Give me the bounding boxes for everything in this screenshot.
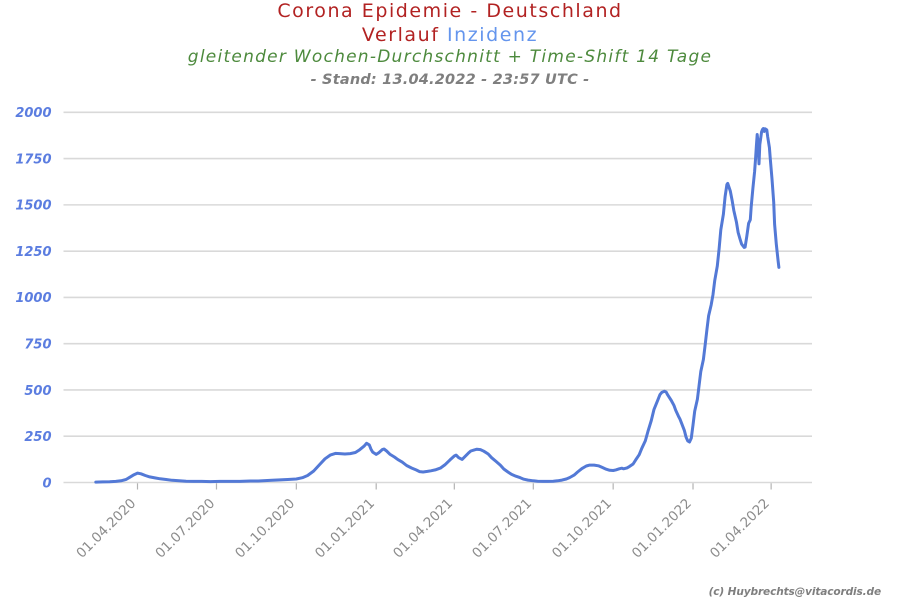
y-axis-labels: 0 250 500 750 1000 1250 1500 1750 2000 <box>15 106 51 491</box>
x-tick-label-01.04.2021: 01.04.2021 <box>390 496 456 562</box>
y-tick-label-1750: 1750 <box>15 152 51 167</box>
x-tick-label-01.07.2021: 01.07.2021 <box>469 496 535 562</box>
x-tick-label-01.07.2020: 01.07.2020 <box>152 496 218 562</box>
chart-stand-note: - Stand: 13.04.2022 - 23:57 UTC - <box>310 71 590 88</box>
x-tick-label-01.10.2020: 01.10.2020 <box>232 496 298 562</box>
chart-title: Corona Epidemie - Deutschland <box>277 0 623 22</box>
y-tick-label-750: 750 <box>24 337 51 352</box>
chart-subtitle: Verlauf Inzidenz <box>0 24 900 46</box>
y-tick-label-1250: 1250 <box>15 245 51 260</box>
y-tick-label-1500: 1500 <box>15 199 51 214</box>
series-layer <box>94 127 781 484</box>
y-tick-label-250: 250 <box>24 430 51 445</box>
x-tick-label-01.04.2022: 01.04.2022 <box>707 496 773 562</box>
y-tick-label-2000: 2000 <box>15 106 51 121</box>
chart-subtitle-highlight: Inzidenz <box>447 24 539 46</box>
copyright-credit: (c) Huybrechts@vitacordis.de <box>708 586 882 598</box>
x-tick-label-01.10.2021: 01.10.2021 <box>549 496 615 562</box>
x-axis-labels: 01.04.2020 01.07.2020 01.10.2020 01.01.2021… <box>73 483 773 561</box>
x-tick-label-01.01.2021: 01.01.2021 <box>312 496 378 562</box>
x-tick-label-01.04.2020: 01.04.2020 <box>73 496 139 562</box>
y-tick-label-0: 0 <box>42 476 51 491</box>
chart-subtitle-prefix: Verlauf <box>361 24 440 46</box>
grid-layer <box>63 111 812 484</box>
series-line-inzidenz <box>94 127 781 484</box>
x-tick-label-01.01.2022: 01.01.2022 <box>629 496 695 562</box>
chart-method-note: gleitender Wochen-Durchschnitt + Time-Sh… <box>187 47 713 67</box>
y-tick-label-1000: 1000 <box>15 291 51 306</box>
y-tick-label-500: 500 <box>24 384 51 399</box>
